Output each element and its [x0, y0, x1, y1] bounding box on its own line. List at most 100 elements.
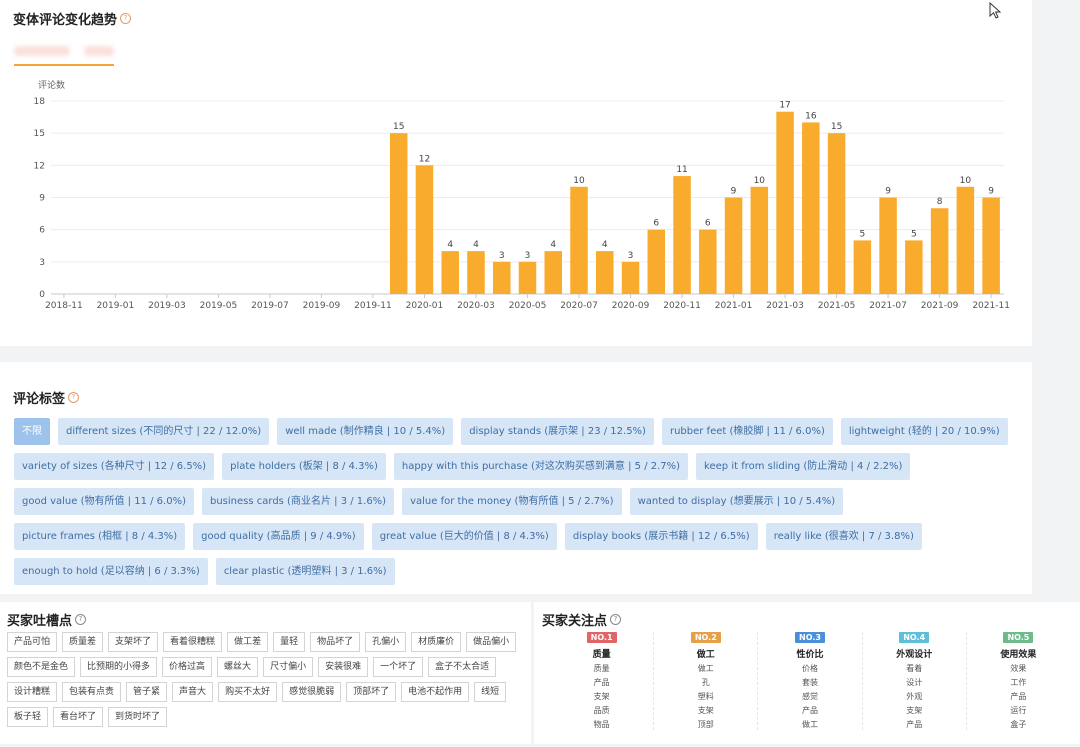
- bar-2020-08[interactable]: [596, 251, 614, 294]
- bar-2020-04[interactable]: [492, 261, 511, 294]
- complaint-chip[interactable]: 物品坏了: [310, 632, 361, 652]
- complaint-chip[interactable]: 螺丝大: [217, 657, 259, 677]
- bar-2021-02[interactable]: [750, 186, 769, 294]
- tag-item[interactable]: display books (展示书籍 | 12 / 6.5%): [564, 523, 758, 550]
- complaint-chip[interactable]: 顶部坏了: [346, 682, 397, 702]
- complaints-help-icon[interactable]: ?: [75, 614, 87, 625]
- tag-item[interactable]: great value (巨大的价值 | 8 / 4.3%): [371, 523, 557, 550]
- bar-2020-10[interactable]: [647, 229, 666, 294]
- complaint-chip[interactable]: 管子紧: [126, 682, 168, 702]
- focus-help-icon[interactable]: ?: [610, 614, 622, 625]
- bar-2021-11[interactable]: [982, 197, 1000, 295]
- bar-2021-05[interactable]: [827, 133, 846, 294]
- bar-2021-10[interactable]: [956, 186, 975, 294]
- focus-keyword[interactable]: 产品: [906, 720, 923, 729]
- bar-2020-11[interactable]: [673, 176, 691, 294]
- tag-item[interactable]: happy with this purchase (对这次购买感到满意 | 5 …: [393, 453, 689, 480]
- complaint-chip[interactable]: 尺寸偏小: [263, 657, 314, 677]
- complaint-chip[interactable]: 看台坏了: [53, 707, 104, 727]
- tag-item[interactable]: value for the money (物有所值 | 5 / 2.7%): [402, 488, 622, 515]
- complaint-chip[interactable]: 量轻: [273, 632, 306, 652]
- focus-keyword[interactable]: 塑料: [697, 692, 714, 701]
- tag-all[interactable]: 不限: [14, 418, 50, 445]
- bar-2020-03[interactable]: [467, 251, 485, 294]
- complaint-chip[interactable]: 质量差: [62, 632, 104, 652]
- complaint-chip[interactable]: 材质廉价: [411, 632, 462, 652]
- complaint-chip[interactable]: 看着很糟糕: [163, 632, 223, 652]
- focus-keyword[interactable]: 价格: [802, 664, 818, 673]
- complaint-chip[interactable]: 包装有点贵: [62, 682, 122, 702]
- focus-keyword[interactable]: 运行: [1010, 706, 1027, 715]
- tag-item[interactable]: clear plastic (透明塑料 | 3 / 1.6%): [215, 558, 395, 585]
- focus-keyword[interactable]: 效果: [1010, 664, 1027, 673]
- focus-keyword[interactable]: 产品: [593, 678, 610, 687]
- focus-keyword[interactable]: 支架: [906, 706, 923, 715]
- tag-item[interactable]: wanted to display (想要展示 | 10 / 5.4%): [629, 488, 844, 515]
- focus-keyword[interactable]: 套装: [802, 678, 818, 687]
- focus-keyword[interactable]: 孔: [701, 678, 710, 687]
- focus-keyword[interactable]: 产品: [1010, 692, 1027, 701]
- focus-keyword[interactable]: 做工: [697, 664, 714, 673]
- bar-2021-08[interactable]: [905, 240, 923, 294]
- complaint-chip[interactable]: 一个坏了: [373, 657, 424, 677]
- focus-keyword[interactable]: 看着: [906, 664, 923, 673]
- focus-keyword[interactable]: 质量: [593, 664, 610, 673]
- complaint-chip[interactable]: 板子轻: [7, 707, 49, 727]
- bar-2020-01[interactable]: [415, 165, 434, 294]
- tag-item[interactable]: really like (很喜欢 | 7 / 3.8%): [765, 523, 922, 550]
- focus-keyword[interactable]: 顶部: [697, 720, 714, 729]
- tag-item[interactable]: good value (物有所值 | 11 / 6.0%): [14, 488, 194, 515]
- complaint-chip[interactable]: 到货时坏了: [108, 707, 168, 727]
- complaint-chip[interactable]: 设计糟糕: [7, 682, 58, 702]
- tag-item[interactable]: keep it from sliding (防止滑动 | 4 / 2.2%): [696, 453, 911, 480]
- tag-item[interactable]: variety of sizes (各种尺寸 | 12 / 6.5%): [14, 453, 215, 480]
- tag-item[interactable]: picture frames (相框 | 8 / 4.3%): [14, 523, 186, 550]
- bar-2020-06[interactable]: [544, 251, 563, 294]
- complaint-chip[interactable]: 声音大: [172, 682, 214, 702]
- complaint-chip[interactable]: 孔偏小: [365, 632, 407, 652]
- focus-keyword[interactable]: 外观: [906, 692, 923, 701]
- focus-keyword[interactable]: 盒子: [1010, 720, 1027, 729]
- tag-item[interactable]: plate holders (板架 | 8 / 4.3%): [222, 453, 386, 480]
- bar-2021-03[interactable]: [776, 111, 794, 294]
- trend-help-icon[interactable]: ?: [120, 13, 132, 24]
- bar-2021-06[interactable]: [853, 240, 872, 294]
- complaint-chip[interactable]: 购买不太好: [218, 682, 278, 702]
- tags-help-icon[interactable]: ?: [68, 392, 80, 403]
- bar-2020-05[interactable]: [518, 261, 537, 294]
- complaint-chip[interactable]: 盒子不太合适: [428, 657, 497, 677]
- tag-item[interactable]: well made (制作精良 | 10 / 5.4%): [277, 418, 454, 445]
- bar-2021-01[interactable]: [724, 197, 743, 295]
- complaint-chip[interactable]: 支架坏了: [108, 632, 159, 652]
- bar-2020-02[interactable]: [441, 251, 459, 294]
- focus-keyword[interactable]: 支架: [593, 692, 610, 701]
- complaint-chip[interactable]: 做品偏小: [466, 632, 517, 652]
- focus-keyword[interactable]: 品质: [593, 706, 610, 715]
- bar-2021-09[interactable]: [930, 208, 949, 294]
- bar-2020-09[interactable]: [621, 261, 640, 294]
- focus-keyword[interactable]: 物品: [593, 720, 610, 729]
- complaint-chip[interactable]: 价格过高: [162, 657, 213, 677]
- tag-item[interactable]: business cards (商业名片 | 3 / 1.6%): [202, 488, 395, 515]
- tag-item[interactable]: different sizes (不同的尺寸 | 22 / 12.0%): [58, 418, 270, 445]
- focus-keyword[interactable]: 做工: [802, 720, 818, 729]
- tag-item[interactable]: lightweight (轻的 | 20 / 10.9%): [840, 418, 1008, 445]
- variant-filter-tab[interactable]: [12, 44, 114, 66]
- tag-item[interactable]: rubber feet (橡胶脚 | 11 / 6.0%): [661, 418, 833, 445]
- complaint-chip[interactable]: 颜色不是金色: [7, 657, 76, 677]
- bar-2021-04[interactable]: [802, 122, 820, 294]
- complaint-chip[interactable]: 线短: [474, 682, 507, 702]
- complaint-chip[interactable]: 感觉很脆弱: [282, 682, 342, 702]
- focus-keyword[interactable]: 设计: [906, 678, 923, 687]
- focus-keyword[interactable]: 感觉: [802, 692, 818, 701]
- complaint-chip[interactable]: 电池不起作用: [401, 682, 470, 702]
- focus-keyword[interactable]: 工作: [1010, 678, 1027, 687]
- bar-2020-07[interactable]: [570, 186, 588, 294]
- bar-2021-07[interactable]: [879, 197, 897, 295]
- bar-2020-12[interactable]: [699, 229, 717, 294]
- tag-item[interactable]: enough to hold (足以容纳 | 6 / 3.3%): [14, 558, 208, 585]
- focus-keyword[interactable]: 支架: [697, 706, 714, 715]
- complaint-chip[interactable]: 安装很难: [318, 657, 369, 677]
- focus-keyword[interactable]: 产品: [802, 706, 818, 715]
- complaint-chip[interactable]: 比预期的小得多: [80, 657, 158, 677]
